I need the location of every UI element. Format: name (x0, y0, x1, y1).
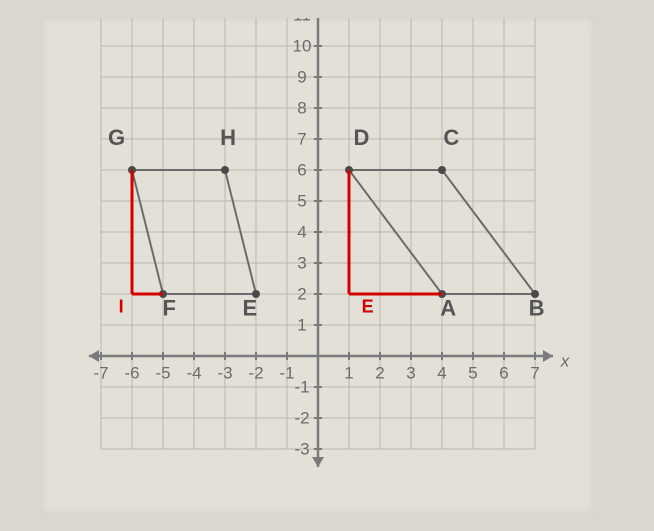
point-label-G: G (108, 125, 125, 150)
x-tick-label: -5 (155, 363, 170, 382)
point-label-A: A (440, 296, 456, 321)
red-label: E (362, 297, 374, 317)
y-tick-label: 4 (297, 222, 306, 241)
point-label-H: H (220, 125, 236, 150)
point-label-C: C (443, 125, 459, 150)
x-tick-label: 4 (437, 363, 446, 382)
point-label-F: F (162, 296, 175, 321)
coordinate-plot: -7 -6 -5 -4 -3 -2 -1 1 2 3 4 5 6 7 1 2 3 4 5 6 7 8 9 10 11 -1 -2 -3… (42, 18, 594, 513)
y-tick-label: 8 (297, 98, 306, 117)
x-tick-label: -2 (248, 363, 263, 382)
x-tick-label: 7 (530, 363, 539, 382)
y-tick-label: 5 (297, 191, 306, 210)
axes (89, 18, 553, 467)
plot-frame: -7 -6 -5 -4 -3 -2 -1 1 2 3 4 5 6 7 1 2 3 4 5 6 7 8 9 10 11 -1 -2 -3… (42, 18, 594, 513)
y-tick-label: -3 (294, 439, 309, 458)
y-tick-label: 9 (297, 67, 306, 86)
x-tick-label: -7 (93, 363, 108, 382)
red-label: I (119, 297, 124, 317)
y-tick-label: -2 (294, 408, 309, 427)
page-root: -7 -6 -5 -4 -3 -2 -1 1 2 3 4 5 6 7 1 2 3 4 5 6 7 8 9 10 11 -1 -2 -3… (0, 0, 654, 531)
point-label-D: D (353, 125, 369, 150)
y-tick-label: 11 (293, 18, 311, 24)
x-tick-label: -3 (217, 363, 232, 382)
y-tick-label: -1 (294, 377, 309, 396)
x-tick-label: 3 (406, 363, 415, 382)
point-label-B: B (529, 296, 545, 321)
x-tick-label: -6 (124, 363, 139, 382)
x-tick-label: 1 (344, 363, 353, 382)
y-tick-label: 1 (297, 315, 306, 334)
point-labels: G H D C F E A B (108, 125, 545, 321)
axis-numbers: -7 -6 -5 -4 -3 -2 -1 1 2 3 4 5 6 7 1 2 3 4 5 6 7 8 9 10 11 -1 -2 -3… (93, 18, 569, 458)
point-label-E: E (242, 296, 257, 321)
x-tick-label: 5 (468, 363, 477, 382)
x-tick-label: 2 (375, 363, 384, 382)
y-tick-label: 6 (297, 160, 306, 179)
y-tick-label: 2 (297, 284, 306, 303)
x-tick-label: -4 (186, 363, 201, 382)
y-tick-label: 3 (297, 253, 306, 272)
x-axis-label: x (560, 351, 570, 370)
y-tick-label: 7 (297, 129, 306, 148)
x-tick-label: 6 (499, 363, 508, 382)
y-tick-label: 10 (293, 36, 312, 55)
x-tick-label: -1 (279, 363, 294, 382)
